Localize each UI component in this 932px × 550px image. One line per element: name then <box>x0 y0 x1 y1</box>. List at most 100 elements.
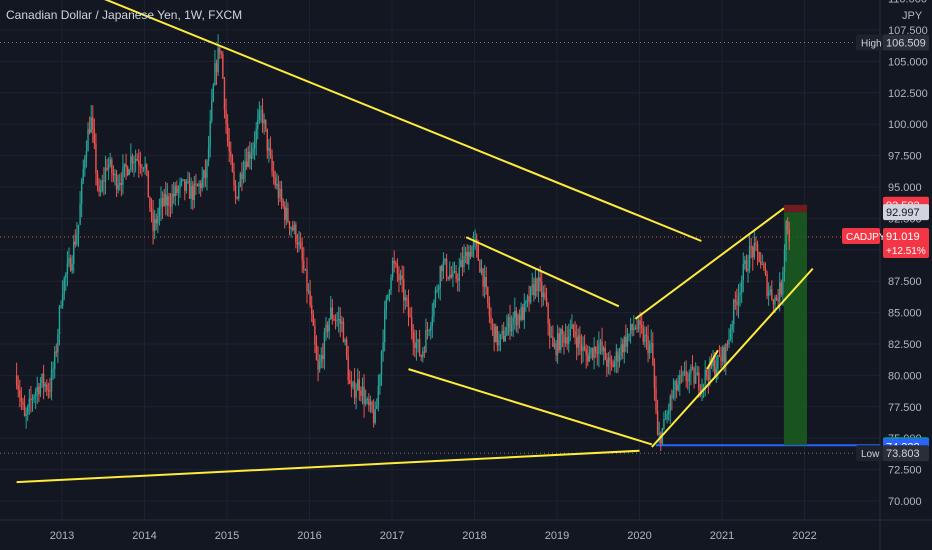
candle-body <box>482 268 484 287</box>
candle-body <box>247 151 249 167</box>
candle-body <box>463 255 465 267</box>
x-tick-label: 2018 <box>462 530 486 542</box>
chart-title: Canadian Dollar / Japanese Yen, 1W, FXCM <box>6 8 243 22</box>
candle-body <box>737 295 740 306</box>
candle-body <box>238 186 240 199</box>
candle-body <box>774 297 776 305</box>
candle-body <box>226 123 229 142</box>
candle-body <box>234 185 237 198</box>
candle-body <box>725 344 727 363</box>
candle-body <box>766 273 768 296</box>
candle-body <box>726 344 729 346</box>
candle-body <box>65 274 67 279</box>
candle-body <box>414 342 416 349</box>
candle-body <box>501 330 503 335</box>
candle-body <box>284 205 286 220</box>
candle-body <box>601 341 603 352</box>
candle-body <box>250 154 253 159</box>
candle-body <box>380 351 383 375</box>
candle-body <box>502 330 505 341</box>
candle-body <box>426 329 429 331</box>
candle-body <box>357 379 359 391</box>
candle-body <box>320 355 322 363</box>
candle-body <box>176 185 178 194</box>
y-tick-label: 97.500 <box>888 151 922 163</box>
candle-body <box>403 279 405 301</box>
candle-body <box>788 229 790 241</box>
candle-body <box>293 224 295 231</box>
candle-body <box>671 396 673 398</box>
candle-body <box>114 174 116 176</box>
candle-body <box>699 389 702 392</box>
candle-body <box>328 318 330 332</box>
candle-body <box>60 305 62 307</box>
candle-body <box>777 299 779 302</box>
candle-body <box>714 360 716 375</box>
candle-body <box>687 380 689 382</box>
candle-body <box>144 164 146 169</box>
candle-body <box>552 336 554 347</box>
candle-body <box>125 163 127 168</box>
candle-body <box>418 339 421 356</box>
candle-body <box>742 264 744 281</box>
candle-body <box>747 268 749 272</box>
candle-body <box>512 317 514 324</box>
candle-body <box>564 337 567 344</box>
candle-body <box>42 373 45 387</box>
candle-body <box>753 242 756 258</box>
candle-body <box>199 183 202 189</box>
candle-body <box>68 258 70 264</box>
candle-body <box>385 298 387 311</box>
candle-body <box>219 47 221 53</box>
candle-body <box>207 147 210 161</box>
candle-body <box>629 324 632 334</box>
candle-body <box>268 147 270 151</box>
candle-body <box>152 211 154 232</box>
candle-body <box>472 239 475 247</box>
candle-body <box>458 267 460 281</box>
candle-body <box>580 343 583 352</box>
candle-body <box>44 384 46 387</box>
candle-body <box>322 355 324 360</box>
candle-body <box>230 151 232 157</box>
candle-body <box>436 289 438 291</box>
candle-body <box>612 363 614 368</box>
candle-body <box>172 193 175 197</box>
candle-body <box>296 242 299 245</box>
candle-body <box>541 281 543 297</box>
candle-body <box>190 185 192 199</box>
candle-body <box>709 358 711 381</box>
candle-body <box>222 54 224 79</box>
candle-body <box>87 129 89 152</box>
candle-body <box>718 355 721 358</box>
candle-body <box>539 277 541 282</box>
candle-body <box>185 181 188 191</box>
candle-body <box>415 342 418 349</box>
candle-body <box>610 361 613 364</box>
candle-body <box>187 181 189 183</box>
candle-body <box>193 183 196 201</box>
candle-body <box>598 344 600 354</box>
candle-body <box>744 260 746 265</box>
candle-body <box>474 238 476 240</box>
candle-body <box>566 337 568 344</box>
candle-body <box>430 325 432 331</box>
x-tick-label: 2020 <box>627 530 651 542</box>
candle-body <box>641 324 643 329</box>
candle-body <box>46 384 48 391</box>
candle-body <box>495 326 497 343</box>
candle-body <box>599 341 602 345</box>
candle-body <box>206 160 208 178</box>
candle-body <box>291 227 294 231</box>
x-tick-label: 2022 <box>792 530 816 542</box>
y-tick-label: 85.000 <box>888 308 922 320</box>
candle-body <box>57 334 59 353</box>
candle-body <box>518 314 521 321</box>
candle-body <box>615 351 618 361</box>
symbol-tag-box <box>842 228 880 245</box>
extreme-value: 106.509 <box>886 37 926 49</box>
candle-body <box>25 413 27 416</box>
candle-body <box>517 314 519 326</box>
candle-body <box>617 351 619 362</box>
